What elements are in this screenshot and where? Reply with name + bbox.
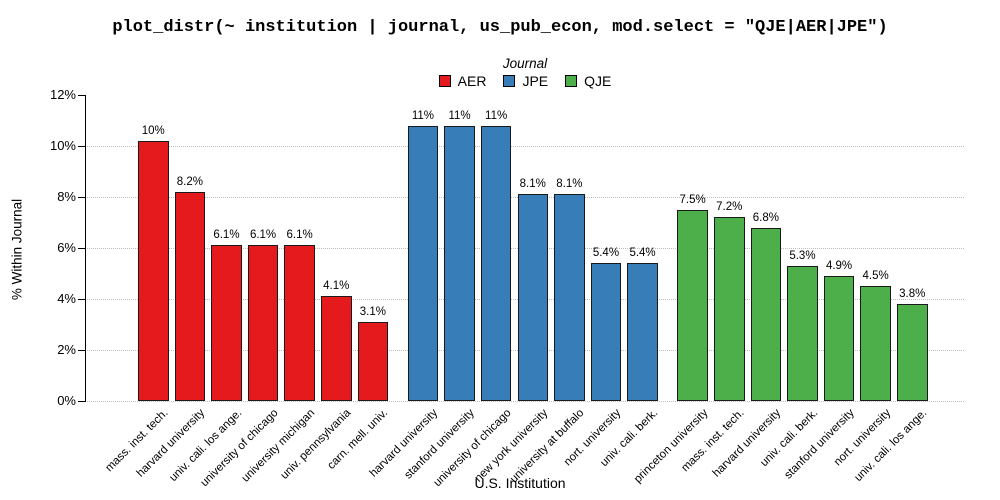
legend-item-jpe: JPE	[503, 73, 548, 89]
bar-jpe-3	[517, 194, 548, 401]
bar-qje-2	[750, 227, 782, 401]
bar-jpe-6	[627, 263, 658, 401]
y-axis-tick	[78, 350, 85, 352]
bar-value-label: 5.4%	[629, 247, 656, 260]
bar-value-label: 7.2%	[716, 201, 743, 214]
legend-items: AER JPE QJE	[438, 73, 611, 89]
bar-jpe-4	[554, 194, 585, 401]
bar-aer-5	[321, 296, 352, 401]
bar-value-label: 5.3%	[789, 249, 816, 262]
bar-qje-1	[714, 217, 745, 401]
bar-value-label: 11%	[411, 109, 435, 122]
bar-value-label: 7.5%	[679, 193, 706, 206]
bar-value-label: 3.8%	[899, 288, 926, 301]
legend-title: Journal	[502, 56, 548, 71]
bar-qje-6	[897, 304, 928, 401]
bar-value-label: 10%	[141, 124, 165, 137]
x-tick-label: univ. cali. los ange.	[852, 407, 930, 485]
y-axis-tick	[78, 248, 85, 250]
bar-value-label: 4.1%	[323, 280, 350, 293]
bar-aer-0	[138, 140, 169, 401]
legend-label: JPE	[522, 73, 549, 89]
bar-aer-6	[357, 321, 389, 401]
legend-swatch-aer	[438, 75, 451, 87]
y-axis-tick	[78, 197, 85, 199]
bar-aer-4	[284, 245, 315, 401]
plot-title: plot_distr(~ institution | journal, us_p…	[112, 18, 888, 37]
bar-aer-3	[247, 245, 279, 401]
bar-value-label: 8.1%	[519, 178, 546, 191]
legend-swatch-qje	[565, 75, 578, 87]
bar-jpe-1	[444, 125, 475, 401]
y-tick-label: 0%	[57, 393, 76, 408]
y-axis-title: % Within Journal	[9, 198, 25, 301]
legend-item-qje: QJE	[565, 73, 611, 89]
bar-value-label: 5.4%	[592, 247, 620, 260]
x-axis-title: U.S. Institution	[474, 475, 566, 491]
bar-jpe-2	[480, 125, 512, 401]
bar-value-label: 4.5%	[862, 270, 889, 283]
bar-value-label: 6.1%	[213, 229, 240, 242]
bar-value-label: 11%	[448, 109, 471, 122]
bar-value-label: 6.8%	[752, 211, 779, 224]
legend-item-aer: AER	[438, 73, 487, 89]
y-tick-label: 6%	[57, 240, 76, 255]
bar-value-label: 8.1%	[556, 178, 583, 191]
y-axis-tick	[78, 299, 85, 301]
legend-swatch-jpe	[503, 75, 516, 87]
bar-value-label: 6.1%	[286, 229, 313, 242]
bar-value-label: 6.1%	[249, 229, 277, 242]
y-axis-tick	[78, 95, 85, 97]
legend-label: QJE	[584, 73, 612, 89]
x-tick-label: mass. inst. tech.	[679, 407, 747, 475]
y-axis-tick	[78, 146, 85, 148]
bar-value-label: 8.2%	[176, 175, 203, 188]
bar-value-label: 4.9%	[825, 260, 853, 273]
bar-value-label: 3.1%	[359, 305, 386, 318]
y-tick-label: 12%	[49, 87, 76, 102]
gridline	[87, 146, 964, 147]
bar-jpe-5	[590, 263, 622, 401]
gridline	[87, 401, 964, 402]
y-tick-label: 4%	[57, 291, 76, 306]
bar-qje-5	[860, 286, 891, 401]
y-axis-tick	[78, 401, 85, 403]
y-tick-label: 2%	[57, 342, 76, 357]
bar-qje-4	[823, 276, 855, 401]
bar-aer-2	[211, 245, 242, 401]
x-tick-label: harvard university	[134, 407, 208, 480]
legend-label: AER	[457, 73, 487, 89]
bar-qje-0	[677, 209, 708, 401]
y-tick-label: 10%	[49, 138, 76, 153]
y-tick-label: 8%	[57, 189, 76, 204]
bar-jpe-0	[407, 125, 439, 401]
bar-qje-3	[787, 265, 818, 401]
bar-value-label: 11%	[485, 109, 508, 122]
legend: Journal AER JPE QJE	[400, 56, 650, 89]
x-tick-label: mass. inst. tech.	[103, 407, 171, 475]
x-tick-label: harvard university	[710, 407, 784, 480]
y-axis-line	[85, 95, 87, 402]
bar-aer-1	[174, 191, 206, 401]
